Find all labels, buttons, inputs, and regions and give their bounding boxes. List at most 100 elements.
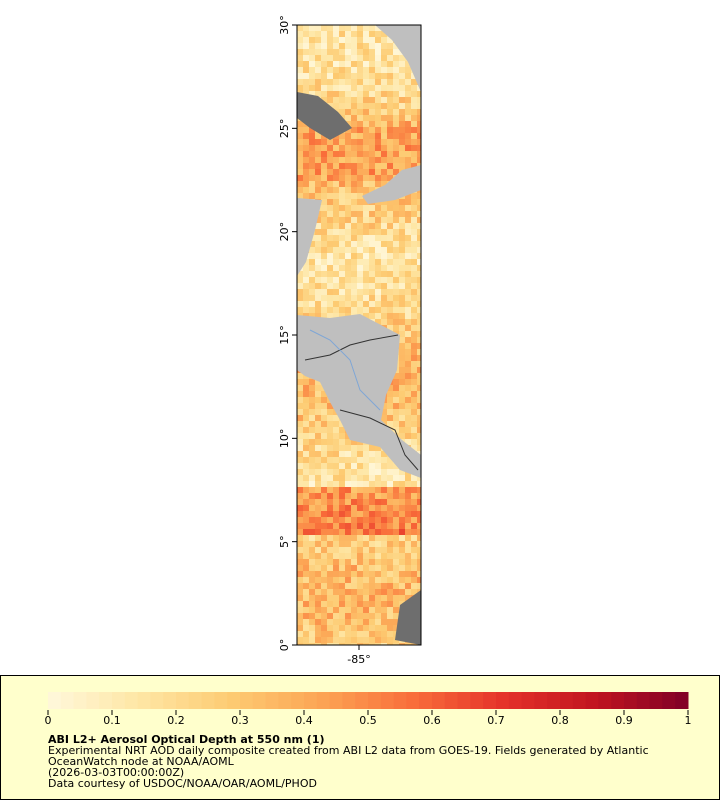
raster-cell: [369, 61, 375, 67]
raster-cell: [363, 307, 369, 313]
raster-cell: [399, 355, 405, 361]
raster-cell: [297, 73, 303, 79]
raster-cell: [363, 289, 369, 295]
raster-cell: [387, 217, 393, 223]
raster-cell: [333, 481, 339, 487]
raster-cell: [363, 589, 369, 595]
raster-cell: [411, 121, 417, 127]
raster-cell: [405, 535, 411, 541]
raster-cell: [345, 217, 351, 223]
raster-cell: [411, 385, 417, 391]
raster-cell: [303, 547, 309, 553]
raster-cell: [315, 457, 321, 463]
raster-cell: [369, 37, 375, 43]
raster-cell: [297, 157, 303, 163]
raster-cell: [363, 469, 369, 475]
raster-cell: [411, 319, 417, 325]
raster-cell: [393, 151, 399, 157]
raster-cell: [303, 43, 309, 49]
colorbar-segment: [214, 692, 228, 709]
raster-cell: [405, 415, 411, 421]
raster-cell: [321, 535, 327, 541]
raster-cell: [333, 61, 339, 67]
raster-cell: [417, 481, 421, 487]
raster-cell: [405, 439, 411, 445]
raster-cell: [357, 505, 363, 511]
raster-cell: [405, 199, 411, 205]
raster-cell: [399, 241, 405, 247]
raster-cell: [381, 145, 387, 151]
colorbar: 0 0.1 0.2 0.3 0.4 0.5 0.6 0.7 0.8 0.9 1: [45, 692, 692, 727]
raster-cell: [303, 637, 309, 643]
raster-cell: [339, 265, 345, 271]
raster-cell: [363, 499, 369, 505]
raster-cell: [351, 79, 357, 85]
raster-cell: [303, 529, 309, 535]
raster-cell: [393, 163, 399, 169]
raster-cell: [339, 469, 345, 475]
raster-cell: [399, 391, 405, 397]
raster-cell: [351, 565, 357, 571]
raster-cell: [339, 169, 345, 175]
raster-cell: [387, 613, 393, 619]
raster-cell: [411, 73, 417, 79]
raster-cell: [339, 175, 345, 181]
raster-cell: [417, 319, 421, 325]
raster-cell: [315, 529, 321, 535]
raster-cell: [333, 433, 339, 439]
raster-cell: [339, 277, 345, 283]
raster-cell: [375, 595, 381, 601]
raster-cell: [315, 133, 321, 139]
raster-cell: [363, 301, 369, 307]
colorbar-tick-label: 0.7: [487, 714, 505, 727]
raster-cell: [405, 403, 411, 409]
raster-cell: [339, 145, 345, 151]
colorbar-segment: [176, 692, 190, 709]
raster-cell: [411, 571, 417, 577]
raster-cell: [315, 613, 321, 619]
raster-cell: [381, 631, 387, 637]
raster-cell: [327, 535, 333, 541]
raster-cell: [381, 175, 387, 181]
raster-cell: [417, 511, 421, 517]
raster-cell: [387, 529, 393, 535]
raster-cell: [309, 445, 315, 451]
raster-cell: [369, 619, 375, 625]
raster-cell: [387, 115, 393, 121]
raster-cell: [393, 253, 399, 259]
raster-cell: [297, 391, 303, 397]
raster-cell: [357, 157, 363, 163]
legend-line: Data courtesy of USDOC/NOAA/OAR/AOML/PHO…: [48, 777, 317, 790]
raster-cell: [357, 541, 363, 547]
raster-cell: [405, 265, 411, 271]
raster-cell: [309, 55, 315, 61]
raster-cell: [393, 397, 399, 403]
raster-cell: [363, 265, 369, 271]
raster-cell: [297, 175, 303, 181]
raster-cell: [315, 283, 321, 289]
raster-cell: [399, 253, 405, 259]
raster-cell: [315, 631, 321, 637]
raster-cell: [339, 229, 345, 235]
raster-cell: [357, 565, 363, 571]
raster-cell: [393, 469, 399, 475]
raster-cell: [417, 577, 421, 583]
colorbar-segment: [547, 692, 561, 709]
raster-cell: [297, 565, 303, 571]
raster-cell: [303, 67, 309, 73]
raster-cell: [351, 595, 357, 601]
raster-cell: [375, 445, 381, 451]
raster-cell: [339, 235, 345, 241]
raster-cell: [375, 25, 381, 31]
raster-cell: [321, 499, 327, 505]
raster-cell: [399, 61, 405, 67]
raster-cell: [315, 169, 321, 175]
raster-cell: [357, 241, 363, 247]
raster-cell: [393, 223, 399, 229]
raster-cell: [321, 37, 327, 43]
raster-cell: [327, 49, 333, 55]
raster-cell: [333, 85, 339, 91]
raster-cell: [321, 205, 327, 211]
raster-cell: [381, 319, 387, 325]
raster-cell: [411, 325, 417, 331]
